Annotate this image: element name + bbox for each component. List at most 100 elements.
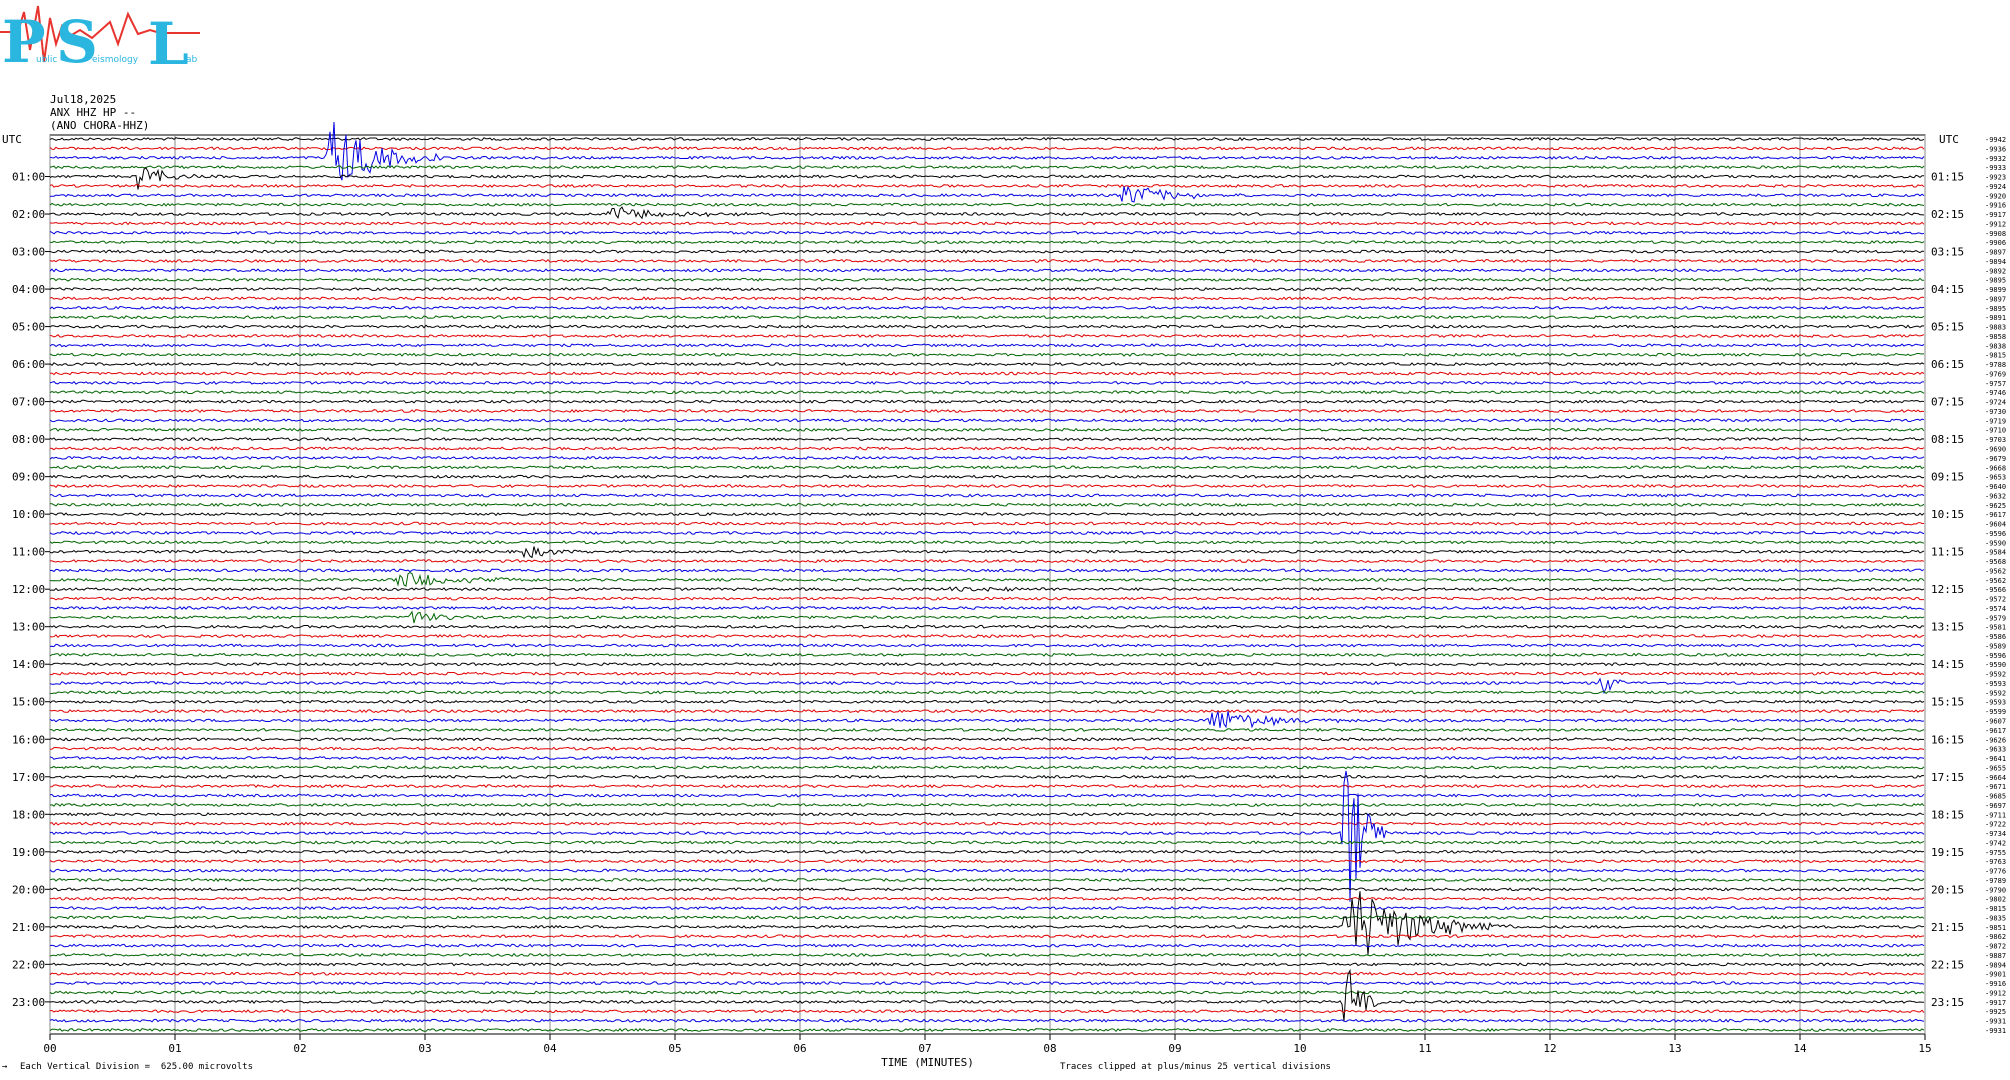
logo-letter-l: L <box>148 10 189 70</box>
trace-line <box>49 952 1925 958</box>
trace-line <box>49 324 1925 329</box>
logo-letter-p: P <box>2 8 46 70</box>
trace-offset-label: -9579 <box>1985 614 2006 622</box>
trace-offset-label: -9574 <box>1985 605 2006 613</box>
trace-line <box>49 484 1925 489</box>
trace-line <box>49 605 1925 610</box>
trace-line <box>49 896 1925 901</box>
chart-date: Jul18,2025 <box>50 93 117 106</box>
trace-line <box>49 572 1925 587</box>
trace-line <box>49 652 1925 657</box>
trace-line <box>49 906 1925 911</box>
trace-line <box>49 185 1925 203</box>
logo-waveform <box>0 5 200 63</box>
right-hour-label: 19:15 <box>1931 846 1964 859</box>
left-hour-label: 22:00 <box>12 958 45 971</box>
right-hour-label: 09:15 <box>1931 471 1964 484</box>
psl-logo: P S L ublic eismology ab <box>0 5 200 70</box>
left-hour-label: 03:00 <box>12 246 45 259</box>
left-hour-label: 11:00 <box>12 546 45 559</box>
right-hour-label: 23:15 <box>1931 996 1964 1009</box>
trace-offset-label: -9722 <box>1985 821 2006 829</box>
trace-line <box>49 727 1925 732</box>
left-hour-label: 21:00 <box>12 921 45 934</box>
trace-line <box>49 446 1925 451</box>
trace-line <box>49 352 1925 357</box>
trace-line <box>49 465 1925 470</box>
trace-offset-label: -9901 <box>1985 971 2006 979</box>
right-hour-label: 05:15 <box>1931 321 1964 334</box>
left-hour-label: 15:00 <box>12 696 45 709</box>
trace-line <box>49 240 1925 245</box>
trace-line <box>49 586 1925 592</box>
left-hour-label: 17:00 <box>12 771 45 784</box>
logo-text-eismology: eismology <box>92 55 139 65</box>
trace-offset-label: -9566 <box>1985 586 2006 594</box>
trace-offset-label: -9596 <box>1985 530 2006 538</box>
x-tick-label: 07 <box>918 1042 931 1055</box>
trace-offset-label: -9912 <box>1985 220 2006 228</box>
right-hour-label: 02:15 <box>1931 208 1964 221</box>
trace-line <box>49 891 1925 955</box>
trace-offset-label: -9757 <box>1985 380 2006 388</box>
trace-offset-label: -9899 <box>1985 286 2006 294</box>
left-hour-label: 19:00 <box>12 846 45 859</box>
trace-offset-label: -9891 <box>1985 314 2006 322</box>
x-tick-label: 10 <box>1293 1042 1306 1055</box>
x-axis-label: TIME (MINUTES) <box>881 1056 974 1069</box>
trace-offset-label: -9908 <box>1985 230 2006 238</box>
right-hour-label: 01:15 <box>1931 171 1964 184</box>
right-hour-label: 18:15 <box>1931 808 1964 821</box>
left-hour-label: 23:00 <box>12 996 45 1009</box>
trace-line <box>49 971 1925 976</box>
trace-line <box>49 859 1925 864</box>
trace-offset-label: -9632 <box>1985 492 2006 500</box>
left-hour-label: 09:00 <box>12 471 45 484</box>
trace-offset-label: -9710 <box>1985 427 2006 435</box>
trace-offset-label: -9668 <box>1985 464 2006 472</box>
trace-line <box>49 371 1925 376</box>
trace-line <box>49 746 1925 751</box>
trace-offset-label: -9763 <box>1985 858 2006 866</box>
trace-line <box>49 981 1925 986</box>
right-hour-label: 06:15 <box>1931 358 1964 371</box>
trace-offset-label: -9755 <box>1985 849 2006 857</box>
trace-offset-label: -9568 <box>1985 558 2006 566</box>
trace-line <box>49 559 1925 564</box>
trace-offset-label: -9933 <box>1985 164 2006 172</box>
trace-offset-label: -9788 <box>1985 361 2006 369</box>
trace-offset-label: -9851 <box>1985 924 2006 932</box>
trace-line <box>49 183 1925 188</box>
left-hour-label: 10:00 <box>12 508 45 521</box>
trace-line <box>49 296 1925 301</box>
trace-offset-label: -9925 <box>1985 1008 2006 1016</box>
trace-line <box>49 821 1925 826</box>
trace-offset-label: -9592 <box>1985 671 2006 679</box>
trace-offset-label: -9593 <box>1985 699 2006 707</box>
x-tick-label: 05 <box>668 1042 681 1055</box>
logo-text-ublic: ublic <box>36 55 57 65</box>
trace-offset-label: -9734 <box>1985 830 2006 838</box>
trace-line <box>49 934 1925 939</box>
trace-line <box>49 968 1924 1022</box>
trace-line <box>49 737 1925 742</box>
trace-line <box>49 121 1925 181</box>
trace-offset-label: -9931 <box>1985 1027 2006 1035</box>
left-hour-label: 18:00 <box>12 808 45 821</box>
trace-offset-label: -9671 <box>1985 783 2006 791</box>
trace-line <box>49 493 1925 498</box>
x-tick-label: 06 <box>793 1042 806 1055</box>
x-tick-label: 12 <box>1543 1042 1556 1055</box>
trace-offset-label: -9858 <box>1985 333 2006 341</box>
trace-offset-label: -9664 <box>1985 774 2006 782</box>
right-hour-label: 20:15 <box>1931 883 1964 896</box>
trace-offset-label: -9932 <box>1985 155 2006 163</box>
trace-offset-label: -9790 <box>1985 886 2006 894</box>
logo-text-ab: ab <box>186 55 198 65</box>
right-hour-label: 08:15 <box>1931 433 1964 446</box>
x-tick-label: 14 <box>1793 1042 1807 1055</box>
trace-offset-label: -9581 <box>1985 624 2006 632</box>
right-hour-label: 03:15 <box>1931 246 1964 259</box>
trace-offset-label: -9883 <box>1985 324 2006 332</box>
trace-offset-label: -9641 <box>1985 755 2006 763</box>
